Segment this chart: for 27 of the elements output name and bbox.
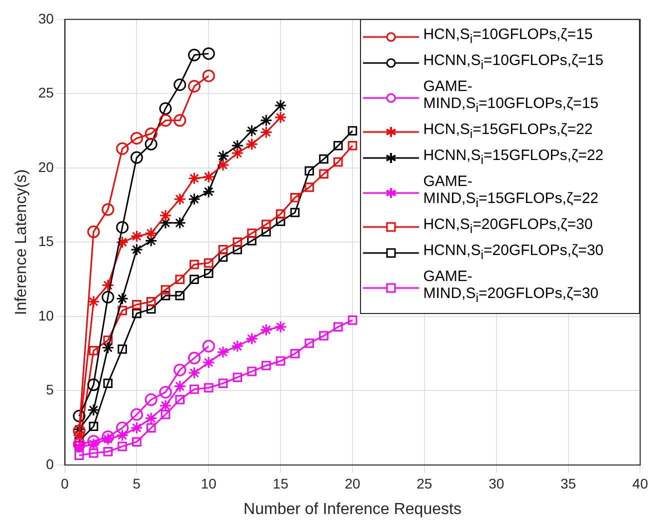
x-tick-label: 40 <box>632 475 648 492</box>
legend-label: HCNN,S$_{i}$=10GFLOPs,ζ=15 <box>423 52 604 74</box>
y-axis-title: Inference Latency(s) <box>13 169 30 316</box>
x-tick-label: 15 <box>272 475 289 492</box>
x-tick-label: 5 <box>132 475 141 492</box>
x-axis-title: Number of Inference Requests <box>244 500 462 518</box>
x-tick-label: 35 <box>560 475 576 492</box>
y-tick-label: 25 <box>38 84 54 101</box>
y-tick-label: 15 <box>38 233 54 250</box>
y-tick-label: 30 <box>38 10 54 26</box>
x-tick-label: 10 <box>200 475 217 492</box>
y-tick-label: 10 <box>38 307 54 324</box>
y-tick-label: 20 <box>38 158 54 175</box>
legend-label: GAME-MIND,S$_{i}$=15GFLOPs,ζ=22 <box>423 173 600 212</box>
legend-label: HCN,S$_{i}$=15GFLOPs,ζ=22 <box>423 121 593 144</box>
legend-label: GAME-MIND,S$_{i}$=10GFLOPs,ζ=15 <box>423 78 600 118</box>
x-tick-label: 25 <box>416 475 432 492</box>
legend-label: HCN,S$_{i}$=10GFLOPs,ζ=15 <box>423 26 593 48</box>
x-tick-label: 30 <box>488 475 504 492</box>
legend-label: HCNN,S$_{i}$=15GFLOPs,ζ=22 <box>423 147 604 170</box>
legend-label: HCNN,S$_{i}$=20GFLOPs,ζ=30 <box>423 242 604 264</box>
x-tick-label: 20 <box>344 475 360 492</box>
legend-label: HCN,S$_{i}$=20GFLOPs,ζ=30 <box>423 216 593 238</box>
x-tick-label: 0 <box>60 475 69 492</box>
y-tick-label: 0 <box>46 456 54 472</box>
legend-label: GAME-MIND,S$_{i}$=20GFLOPs,ζ=30 <box>423 268 600 308</box>
y-tick-label: 5 <box>46 382 54 398</box>
